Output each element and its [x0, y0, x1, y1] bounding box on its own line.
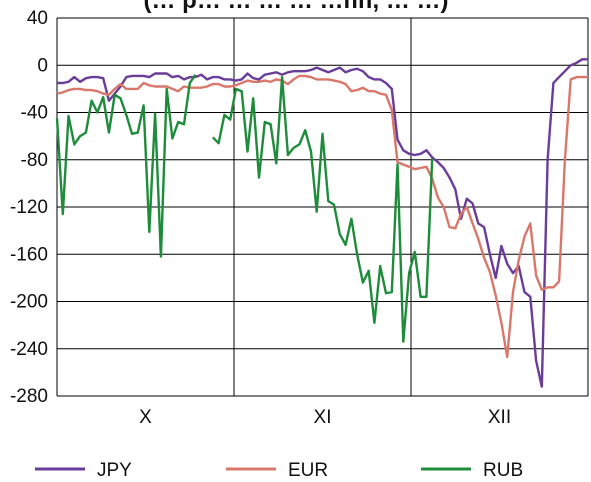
- x-tick-label: X: [139, 407, 152, 428]
- y-tick-label: -280: [10, 386, 48, 407]
- y-axis: 40 0 -40 -80 -120 -160 -200 -240 -280: [10, 8, 48, 407]
- chart-title: (… p… … … … …пп, … …): [144, 0, 449, 14]
- x-tick-label: XII: [488, 407, 511, 428]
- legend-label-jpy: JPY: [97, 460, 132, 481]
- series-line-rub: [55, 74, 434, 343]
- y-tick-label: -200: [10, 292, 48, 313]
- series-line-jpy: [57, 58, 588, 388]
- y-tick-label: -160: [10, 244, 48, 265]
- plot-area: [55, 58, 588, 388]
- y-tick-label: -80: [21, 150, 48, 171]
- x-tick-label: XI: [314, 407, 332, 428]
- y-tick-label: -40: [21, 103, 48, 124]
- chart-title-group: (… p… … … … …пп, … …): [144, 0, 449, 14]
- legend-label-eur: EUR: [288, 460, 328, 481]
- y-tick-label: 0: [37, 55, 48, 76]
- y-tick-label: -240: [10, 339, 48, 360]
- series-line-eur: [56, 74, 588, 359]
- x-axis: X XI XII: [139, 407, 511, 428]
- y-tick-label: 40: [27, 8, 48, 29]
- legend: JPY EUR RUB: [35, 460, 523, 481]
- legend-label-rub: RUB: [483, 460, 523, 481]
- y-tick-label: -120: [10, 197, 48, 218]
